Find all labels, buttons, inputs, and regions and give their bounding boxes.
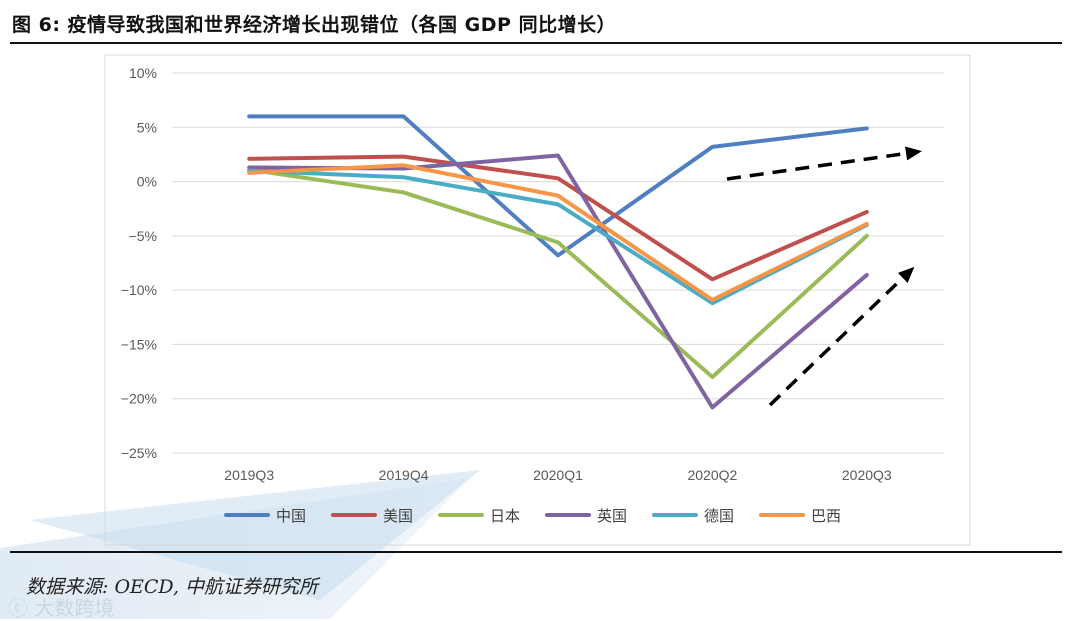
- gridlines: [172, 73, 944, 453]
- x-tick-label: 2019Q3: [224, 467, 274, 483]
- series-line-4: [249, 156, 867, 408]
- y-tick-label: −5%: [129, 228, 157, 244]
- y-tick-label: −10%: [121, 282, 157, 298]
- y-axis-tick-labels: 10% 5% 0% −5% −10% −15% −20% −25%: [121, 65, 157, 461]
- data-series: [249, 116, 867, 407]
- legend-label: 巴西: [811, 507, 841, 525]
- legend-label: 英国: [597, 507, 627, 525]
- legend-label: 德国: [704, 507, 734, 525]
- series-line-1: [249, 116, 867, 255]
- legend-label: 日本: [490, 507, 520, 525]
- lower-trend-arrow-head: [898, 267, 914, 283]
- x-tick-label: 2019Q4: [379, 467, 429, 483]
- y-tick-label: 10%: [129, 65, 157, 81]
- legend-label: 美国: [383, 507, 413, 525]
- y-tick-label: −20%: [121, 391, 157, 407]
- series-line-6: [249, 165, 867, 300]
- upper-trend-arrow-head: [905, 146, 922, 160]
- y-tick-label: −25%: [121, 445, 157, 461]
- y-tick-label: −15%: [121, 336, 157, 352]
- series-line-5: [249, 171, 867, 303]
- footer-divider: [10, 551, 1062, 553]
- x-tick-label: 2020Q3: [842, 467, 892, 483]
- x-axis-tick-labels: 2019Q3 2019Q4 2020Q1 2020Q2 2020Q3: [224, 467, 892, 483]
- x-tick-label: 2020Q2: [687, 467, 737, 483]
- legend-label: 中国: [276, 507, 306, 525]
- upper-trend-arrow: [727, 152, 916, 179]
- watermark-text: ⓒ 大数跨境: [8, 592, 114, 621]
- y-tick-label: 5%: [137, 119, 157, 135]
- y-tick-label: 0%: [137, 174, 157, 190]
- x-tick-label: 2020Q1: [533, 467, 583, 483]
